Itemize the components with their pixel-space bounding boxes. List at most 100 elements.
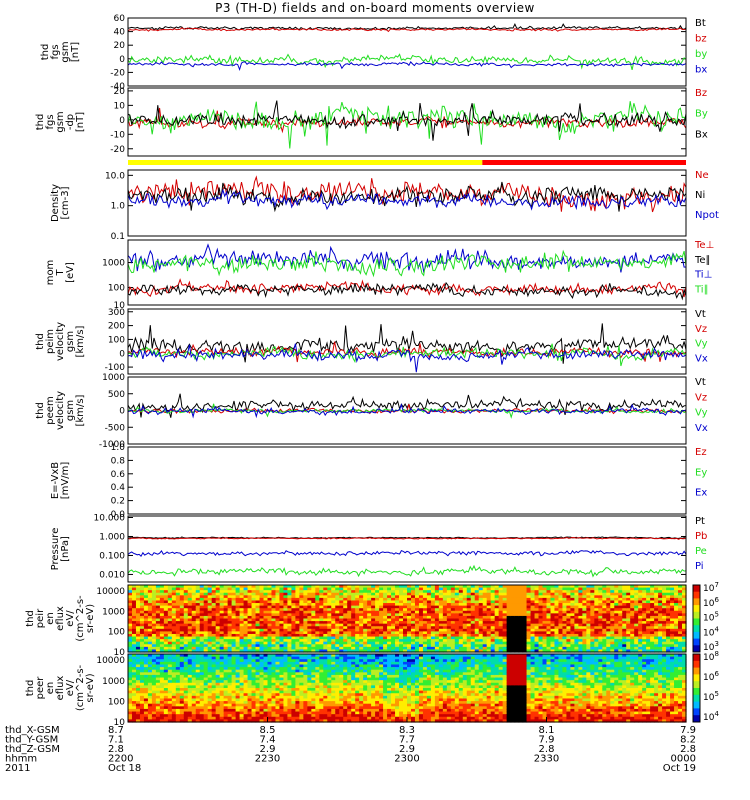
heatmap-cell xyxy=(175,716,181,720)
heatmap-cell xyxy=(407,597,412,602)
heatmap-cell xyxy=(283,688,289,692)
heatmap-cell xyxy=(430,608,436,612)
heatmap-cell xyxy=(399,623,404,627)
heatmap-cell xyxy=(159,590,165,594)
heatmap-cell xyxy=(271,654,277,658)
heatmap-cell xyxy=(191,719,197,723)
heatmap-cell xyxy=(566,603,572,607)
heatmap-cell xyxy=(211,626,217,630)
heatmap-cell xyxy=(622,644,627,648)
ytick-label: -10 xyxy=(110,130,125,140)
heatmap-cell xyxy=(143,615,149,620)
heatmap-cell xyxy=(159,597,165,602)
heatmap-cell xyxy=(275,649,281,653)
heatmap-cell xyxy=(502,592,508,596)
heatmap-cell xyxy=(203,597,209,602)
heatmap-cell xyxy=(128,597,133,602)
heatmap-cell xyxy=(399,605,404,609)
heatmap-cell xyxy=(486,646,492,651)
heatmap-cell xyxy=(351,641,356,645)
heatmap-cell xyxy=(383,631,388,635)
heatmap-cell xyxy=(622,613,627,617)
heatmap-cell xyxy=(235,688,241,692)
heatmap-cell xyxy=(187,677,193,681)
heatmap-cell xyxy=(375,644,380,648)
heatmap-cell xyxy=(654,628,659,632)
heatmap-cell xyxy=(223,656,229,660)
heatmap-cell xyxy=(586,587,591,591)
heatmap-cell xyxy=(187,592,193,596)
heatmap-cell xyxy=(147,590,153,594)
heatmap-cell xyxy=(650,585,655,589)
heatmap-cell xyxy=(418,644,424,648)
heatmap-cell xyxy=(215,706,221,710)
heatmap-cell xyxy=(271,649,277,653)
heatmap-cell xyxy=(502,636,508,640)
heatmap-cell xyxy=(223,714,229,718)
heatmap-cell xyxy=(674,636,679,640)
heatmap-cell xyxy=(159,646,165,651)
heatmap-cell xyxy=(482,633,488,638)
heatmap-cell xyxy=(586,649,591,653)
heatmap-cell xyxy=(187,664,193,668)
heatmap-cell xyxy=(666,628,671,632)
heatmap-cell xyxy=(175,618,181,622)
ylabel-line: eV/ xyxy=(65,610,76,627)
heatmap-cell xyxy=(219,674,225,679)
heatmap-cell xyxy=(135,690,141,694)
heatmap-cell xyxy=(179,698,185,702)
colorbar-cell xyxy=(693,611,700,616)
heatmap-cell xyxy=(231,585,237,589)
heatmap-cell xyxy=(454,641,460,645)
ylabel-line: [eV] xyxy=(65,262,76,283)
heatmap-cell xyxy=(590,623,595,627)
heatmap-cell xyxy=(231,716,237,720)
heatmap-cell xyxy=(363,610,368,614)
colorbar-cell xyxy=(693,605,700,609)
heatmap-cell xyxy=(446,644,452,648)
heatmap-cell xyxy=(570,608,575,612)
heatmap-cell xyxy=(343,631,348,635)
heatmap-cell xyxy=(570,613,575,617)
heatmap-cell xyxy=(514,595,520,599)
heatmap-cell xyxy=(315,597,320,602)
heatmap-cell xyxy=(578,633,583,638)
panel-frame xyxy=(127,515,687,583)
heatmap-cell xyxy=(562,615,568,620)
heatmap-cell xyxy=(618,646,623,651)
heatmap-cell xyxy=(478,590,484,594)
heatmap-cell xyxy=(135,669,141,673)
heatmap-cell xyxy=(143,628,149,632)
heatmap-cell xyxy=(582,628,587,632)
heatmap-cell xyxy=(343,600,348,604)
heatmap-cell xyxy=(383,597,388,602)
heatmap-cell xyxy=(542,608,548,612)
heatmap-cell xyxy=(478,603,484,607)
heatmap-cell xyxy=(602,590,607,594)
ylabel-line: thd xyxy=(35,333,46,350)
heatmap-cell xyxy=(506,646,512,651)
heatmap-cell xyxy=(315,641,320,645)
heatmap-cell xyxy=(602,646,607,651)
heatmap-cell xyxy=(526,585,532,589)
heatmap-cell xyxy=(534,641,540,645)
heatmap-cell xyxy=(614,641,619,645)
heatmap-cell xyxy=(279,680,285,684)
heatmap-cell xyxy=(630,590,635,594)
heatmap-cell xyxy=(235,667,241,671)
heatmap-cell xyxy=(175,621,181,625)
heatmap-cell xyxy=(355,644,360,648)
heatmap-cell xyxy=(646,603,651,607)
heatmap-cell xyxy=(426,603,432,607)
heatmap-cell xyxy=(207,603,213,607)
heatmap-cell xyxy=(147,677,153,681)
heatmap-cell xyxy=(171,605,177,609)
heatmap-cell xyxy=(522,605,528,609)
heatmap-cell xyxy=(155,661,161,666)
heatmap-cell xyxy=(155,716,161,720)
heatmap-cell xyxy=(128,587,133,591)
heatmap-cell xyxy=(135,626,141,630)
heatmap-cell xyxy=(231,595,237,599)
heatmap-cell xyxy=(638,587,643,591)
heatmap-cell xyxy=(379,613,384,617)
